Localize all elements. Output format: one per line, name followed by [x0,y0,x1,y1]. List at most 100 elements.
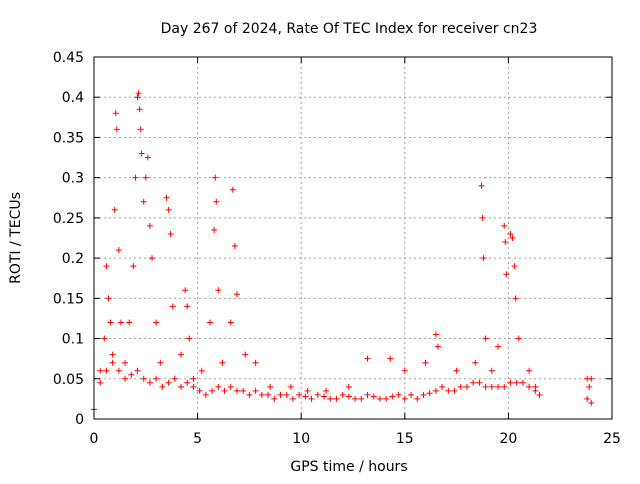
data-point [414,395,421,402]
data-point [135,90,142,97]
data-point [401,367,408,374]
data-point [149,255,156,262]
data-point [97,367,104,374]
data-point [502,239,509,246]
data-point [178,351,185,358]
data-point [122,375,129,382]
data-point [495,383,502,390]
data-point [167,230,174,237]
y-tick-label: 0.35 [53,130,84,146]
data-point [153,375,160,382]
data-point [134,367,141,374]
data-point [387,355,394,362]
data-point [132,174,139,181]
data-point [233,291,240,298]
data-point [320,393,327,400]
data-point [111,206,118,213]
data-point [115,367,122,374]
data-point [277,391,284,398]
data-point [215,287,222,294]
data-point [526,383,533,390]
data-point [140,375,147,382]
chart-title: Day 267 of 2024, Rate Of TEC Index for r… [161,21,538,37]
data-point [509,235,516,241]
data-point [213,198,220,205]
data-point [215,383,222,390]
data-point [495,343,502,350]
data-point [165,379,172,386]
data-point [242,351,249,358]
data-point [113,126,120,133]
data-point [209,387,216,394]
data-point [383,395,390,402]
data-point [190,383,197,390]
data-point [138,150,145,157]
data-point [478,182,485,189]
data-point [327,395,334,402]
data-point [339,391,346,398]
data-point [184,379,191,386]
data-point [212,174,219,181]
y-tick-label: 0.1 [62,332,84,348]
data-point [221,387,228,394]
data-point [163,194,170,201]
data-point [142,174,149,181]
data-point [370,393,377,400]
y-tick-label: 0.05 [53,372,84,388]
data-point [588,375,595,382]
data-point [358,395,365,402]
data-point [186,335,193,342]
data-point [265,391,272,398]
data-point [476,379,483,386]
x-tick-label: 25 [603,431,621,447]
y-tick-label: 0.15 [53,291,84,307]
data-point [107,319,114,326]
data-point [117,319,124,326]
data-point [333,395,340,402]
data-point [227,319,234,326]
data-point [271,395,278,402]
data-point [126,319,133,326]
y-tick-label: 0.4 [62,90,84,106]
data-point [432,387,439,394]
data-point [184,303,191,310]
data-point [115,247,122,254]
data-point [258,391,265,398]
data-point [308,395,315,402]
data-point [97,379,104,386]
data-point [401,395,408,402]
data-point [122,359,129,366]
data-point [171,375,178,382]
data-point [231,243,238,250]
data-point [512,295,519,302]
data-point [211,226,218,233]
data-point [109,351,116,358]
data-point [345,393,352,400]
data-point [507,379,514,386]
data-point [207,319,214,326]
x-tick-label: 20 [499,431,517,447]
y-tick-label: 0.3 [62,171,84,187]
data-point [526,367,533,374]
data-point [472,359,479,366]
data-point [451,387,458,394]
data-point [198,367,205,374]
plot-frame [93,56,613,420]
x-axis-label: GPS time / hours [290,459,407,475]
data-point [130,263,137,270]
data-point [246,391,253,398]
data-point [323,387,330,394]
data-point [146,379,153,386]
data-point [434,343,441,350]
data-point [112,110,119,117]
data-point [178,383,185,390]
data-point [479,214,486,221]
data-point [463,383,470,390]
data-point [519,379,526,386]
data-point [304,387,311,394]
data-point [470,379,477,386]
data-point [101,335,108,342]
data-point [219,359,226,366]
